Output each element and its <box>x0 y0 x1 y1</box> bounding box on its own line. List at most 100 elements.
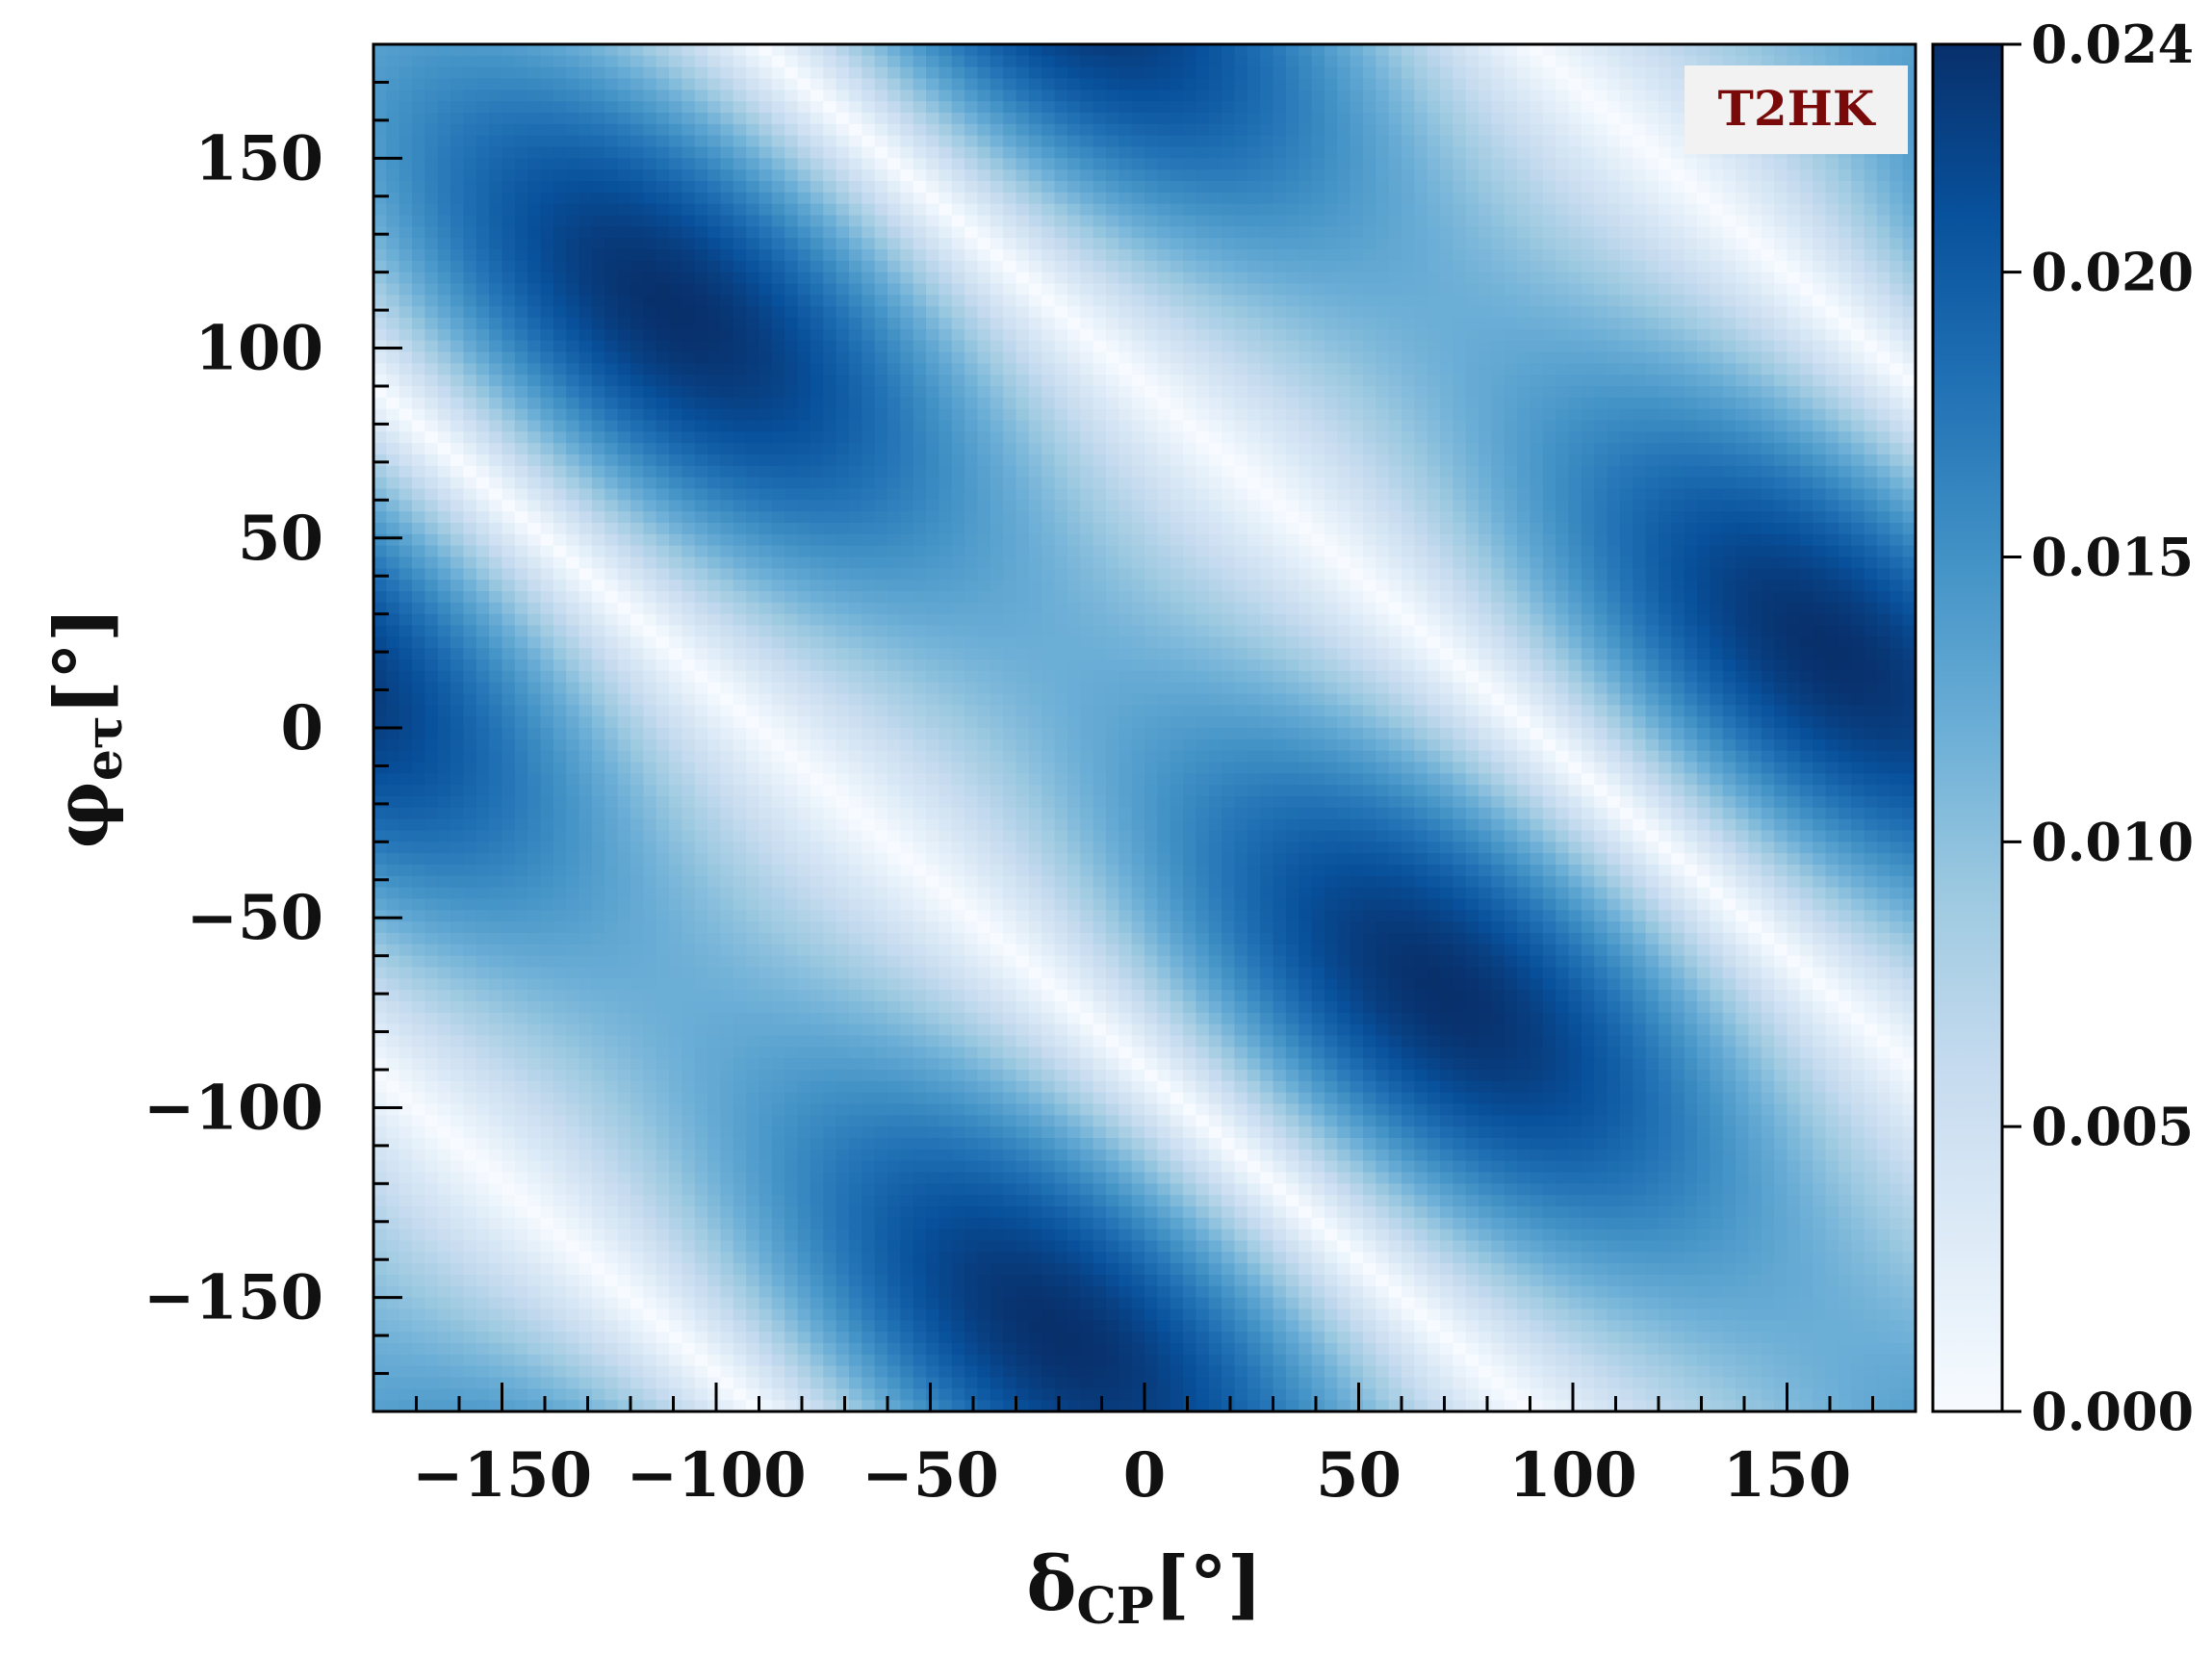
heatmap-cell <box>399 534 413 547</box>
heatmap-cell <box>682 716 695 729</box>
heatmap-cell <box>656 443 670 455</box>
heatmap-cell <box>502 226 516 239</box>
heatmap-cell <box>695 136 708 148</box>
heatmap-cell <box>399 1013 413 1025</box>
heatmap-cell <box>900 306 913 319</box>
heatmap-cell <box>502 1366 516 1379</box>
heatmap-cell <box>438 1309 451 1322</box>
heatmap-cell <box>373 1047 387 1059</box>
heatmap-cell <box>862 284 875 297</box>
heatmap-cell <box>566 853 579 866</box>
heatmap-cell <box>887 546 901 558</box>
heatmap-cell <box>515 1115 528 1127</box>
heatmap-cell <box>476 409 490 422</box>
heatmap-cell <box>849 1138 862 1151</box>
heatmap-cell <box>399 158 413 170</box>
heatmap-cell <box>862 1024 875 1037</box>
heatmap-cell <box>733 1058 747 1071</box>
heatmap-cell <box>656 375 670 387</box>
heatmap-cell <box>438 341 451 353</box>
heatmap-cell <box>823 216 836 228</box>
heatmap-cell <box>682 910 695 922</box>
heatmap-cell <box>618 56 631 68</box>
heatmap-cell <box>604 614 618 627</box>
heatmap-cell <box>669 944 682 957</box>
heatmap-cell <box>669 1126 682 1139</box>
heatmap-cell <box>630 124 644 137</box>
heatmap-cell <box>592 1173 605 1185</box>
heatmap-cell <box>643 216 656 228</box>
heatmap-cell <box>836 478 850 490</box>
heatmap-cell <box>412 352 425 365</box>
heatmap-cell <box>579 921 593 934</box>
heatmap-cell <box>579 1343 593 1356</box>
heatmap-cell <box>630 466 644 479</box>
heatmap-cell <box>695 831 708 843</box>
heatmap-cell <box>592 101 605 114</box>
heatmap-cell <box>424 1332 438 1344</box>
heatmap-cell <box>669 705 682 717</box>
heatmap-cell <box>399 272 413 285</box>
heatmap-cell <box>720 580 733 592</box>
heatmap-cell <box>669 1343 682 1356</box>
heatmap-cell <box>541 1070 554 1082</box>
heatmap-cell <box>386 1206 399 1219</box>
heatmap-cell <box>695 671 708 684</box>
heatmap-cell <box>541 295 554 307</box>
heatmap-cell <box>656 284 670 297</box>
heatmap-cell <box>669 1206 682 1219</box>
heatmap-cell <box>399 557 413 570</box>
heatmap-cell <box>810 1320 824 1333</box>
heatmap-cell <box>463 1263 476 1276</box>
heatmap-cell <box>720 968 733 980</box>
heatmap-cell <box>630 716 644 729</box>
heatmap-cell <box>399 375 413 387</box>
heatmap-cell <box>630 386 644 399</box>
heatmap-cell <box>695 648 708 660</box>
heatmap-cell <box>399 1252 413 1264</box>
heatmap-cell <box>502 648 516 660</box>
heatmap-cell <box>476 431 490 444</box>
heatmap-cell <box>489 808 502 820</box>
heatmap-cell <box>502 1081 516 1094</box>
heatmap-cell <box>527 431 541 444</box>
heatmap-cell <box>541 580 554 592</box>
heatmap-cell <box>618 694 631 707</box>
heatmap-cell <box>772 1173 785 1185</box>
heatmap-cell <box>784 1183 798 1196</box>
heatmap-cell <box>527 1218 541 1230</box>
heatmap-cell <box>566 443 579 455</box>
heatmap-cell <box>618 944 631 957</box>
heatmap-cell <box>438 318 451 330</box>
heatmap-cell <box>566 831 579 843</box>
heatmap-cell <box>875 694 888 707</box>
heatmap-cell <box>875 1150 888 1162</box>
heatmap-cell <box>810 1332 824 1344</box>
heatmap-cell <box>720 739 733 752</box>
heatmap-cell <box>887 591 901 604</box>
heatmap-cell <box>836 158 850 170</box>
heatmap-cell <box>720 944 733 957</box>
heatmap-cell <box>553 716 567 729</box>
heatmap-cell <box>386 1252 399 1264</box>
heatmap-cell <box>836 603 850 615</box>
heatmap-cell <box>541 500 554 512</box>
heatmap-cell <box>476 1241 490 1254</box>
heatmap-cell <box>784 1013 798 1025</box>
heatmap-cell <box>541 1173 554 1185</box>
heatmap-cell <box>682 489 695 502</box>
heatmap-cell <box>643 272 656 285</box>
heatmap-cell <box>424 763 438 775</box>
heatmap-cell <box>463 557 476 570</box>
heatmap-cell <box>618 808 631 820</box>
heatmap-cell <box>720 341 733 353</box>
heatmap-cell <box>733 831 747 843</box>
heatmap-cell <box>541 1036 554 1048</box>
heatmap-cell <box>887 1047 901 1059</box>
heatmap-cell <box>566 500 579 512</box>
heatmap-cell <box>849 796 862 809</box>
heatmap-cell <box>875 226 888 239</box>
heatmap-cell <box>438 910 451 922</box>
heatmap-cell <box>553 386 567 399</box>
heatmap-cell <box>438 238 451 250</box>
